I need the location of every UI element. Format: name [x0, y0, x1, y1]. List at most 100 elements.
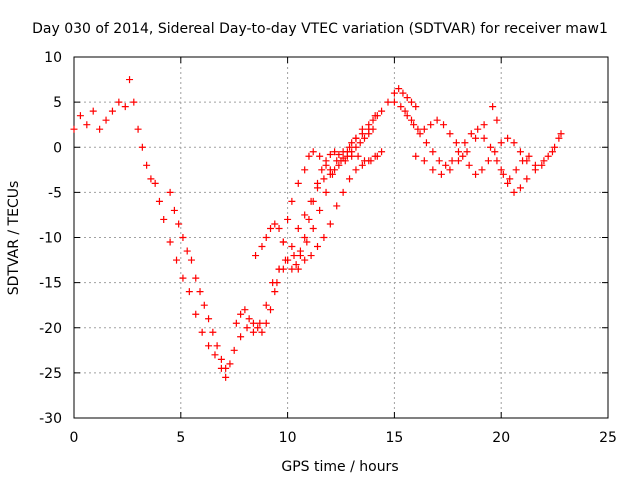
data-point: [328, 170, 336, 178]
y-tick-label: -10: [39, 231, 62, 247]
data-point: [230, 346, 238, 354]
data-point: [358, 161, 366, 169]
data-point: [540, 157, 548, 165]
data-point: [166, 188, 174, 196]
data-point: [314, 243, 322, 251]
data-point: [454, 157, 462, 165]
data-point: [96, 125, 104, 133]
data-point: [288, 265, 296, 273]
data-point: [365, 130, 373, 138]
series-trace-e: [273, 152, 381, 287]
data-point: [316, 152, 324, 160]
data-point: [489, 103, 497, 111]
data-point: [390, 89, 398, 97]
data-point: [126, 76, 134, 84]
data-point: [459, 152, 467, 160]
data-point: [422, 139, 430, 147]
data-point: [294, 179, 302, 187]
data-point: [348, 139, 356, 147]
data-point: [288, 243, 296, 251]
data-point: [506, 175, 514, 183]
data-point: [284, 215, 292, 223]
data-point: [446, 130, 454, 138]
data-point: [316, 206, 324, 214]
data-point: [525, 152, 533, 160]
data-point: [243, 324, 251, 332]
data-point: [333, 202, 341, 210]
data-point: [130, 98, 138, 106]
data-point: [192, 310, 200, 318]
data-point: [446, 166, 454, 174]
axis-ticks: 0 5 10 15 20 25 -30 -25 -20 -15 -10 -5 0 5 10: [39, 50, 617, 446]
data-point: [433, 116, 441, 124]
data-point: [339, 188, 347, 196]
data-point: [301, 234, 309, 241]
data-point: [217, 355, 225, 363]
data-point: [463, 148, 471, 156]
y-tick-label: 5: [53, 95, 62, 111]
data-point: [551, 143, 559, 151]
data-point: [373, 112, 381, 120]
data-point: [390, 98, 398, 106]
data-point: [331, 166, 339, 174]
data-point: [305, 152, 313, 160]
data-point: [371, 152, 379, 160]
series-trace-b: [166, 188, 230, 372]
data-point: [209, 328, 217, 336]
data-point: [369, 125, 377, 133]
y-tick-label: -20: [39, 321, 62, 337]
data-point: [292, 261, 300, 269]
data-point: [249, 319, 257, 327]
data-point: [258, 243, 266, 251]
series-trace-a: [70, 76, 420, 381]
data-point: [192, 274, 200, 282]
data-point: [384, 98, 392, 106]
data-point: [309, 197, 317, 205]
data-point: [305, 215, 313, 223]
x-tick-label: 20: [492, 430, 510, 446]
series-trace-d: [252, 125, 377, 273]
data-point: [358, 130, 366, 138]
data-point: [275, 224, 283, 232]
data-point: [294, 224, 302, 232]
data-point: [538, 161, 546, 169]
y-tick-label: -15: [39, 276, 62, 292]
data-point: [452, 139, 460, 147]
x-axis-label: GPS time / hours: [281, 459, 398, 475]
series-trace-f: [294, 148, 386, 273]
data-point: [548, 148, 556, 156]
data-point: [307, 252, 315, 260]
data-point: [504, 134, 512, 142]
data-point: [226, 360, 234, 368]
data-point: [412, 152, 420, 160]
data-point: [395, 85, 403, 93]
data-point: [205, 342, 213, 350]
data-point: [179, 274, 187, 282]
x-tick-label: 0: [70, 430, 79, 446]
data-point: [173, 256, 181, 264]
data-point: [465, 161, 473, 169]
data-point: [478, 166, 486, 174]
data-point: [497, 166, 505, 174]
data-point: [237, 333, 245, 341]
data-point: [273, 279, 281, 287]
data-point: [352, 134, 360, 142]
data-point: [531, 166, 539, 174]
data-point: [262, 234, 270, 241]
data-point: [147, 175, 155, 183]
data-point: [183, 247, 191, 255]
y-tick-label: -5: [48, 185, 62, 201]
data-point: [326, 220, 334, 228]
data-point: [160, 215, 168, 223]
data-point: [487, 143, 495, 151]
data-point: [134, 125, 142, 133]
data-point: [555, 134, 563, 142]
data-point: [232, 319, 240, 327]
data-point: [284, 256, 292, 264]
data-point: [499, 170, 507, 178]
x-tick-label: 25: [599, 430, 617, 446]
y-axis-label: SDTVAR / TECUs: [6, 181, 22, 296]
data-point: [108, 107, 116, 115]
data-point: [497, 139, 505, 147]
data-point: [335, 161, 343, 169]
